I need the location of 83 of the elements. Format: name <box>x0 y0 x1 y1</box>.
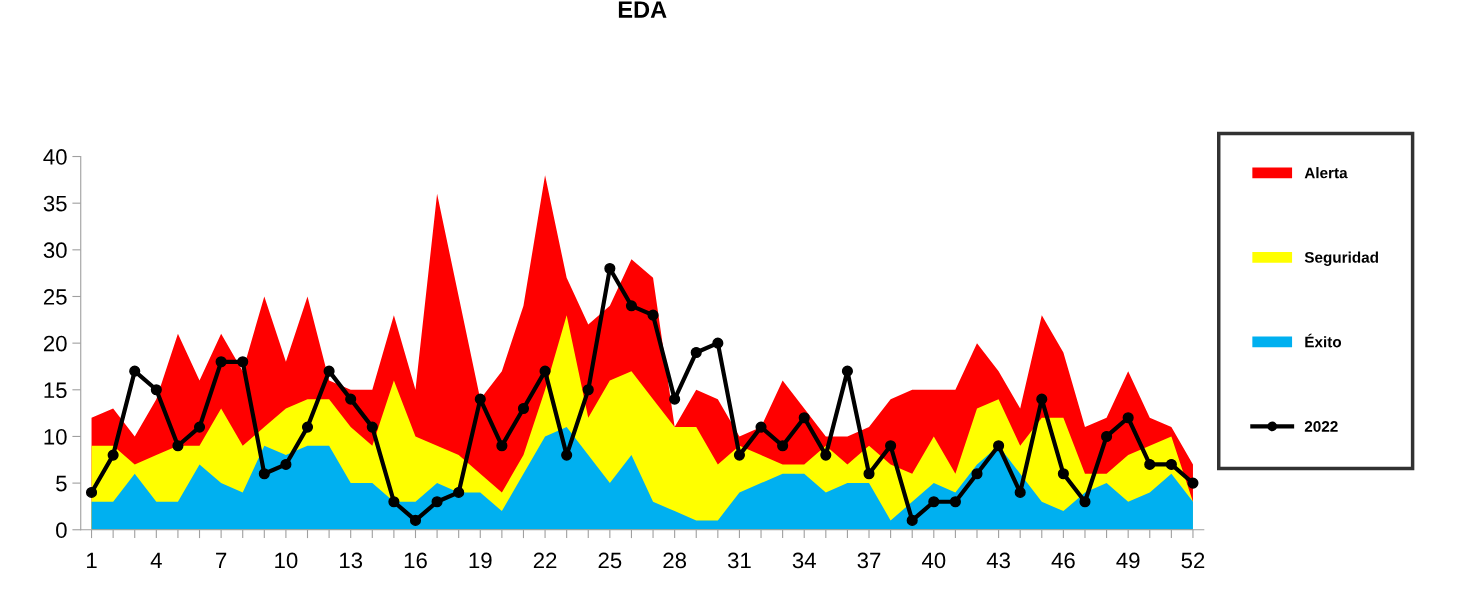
point <box>561 449 573 461</box>
point <box>453 486 465 498</box>
x-tick-label: 10 <box>275 552 298 569</box>
x-tick-label: 28 <box>663 552 687 569</box>
point <box>215 356 227 368</box>
point <box>1165 458 1177 470</box>
point <box>474 393 486 405</box>
point <box>345 393 357 405</box>
point <box>1122 412 1134 424</box>
point <box>366 421 378 433</box>
y-tick-label: 20 <box>43 335 67 352</box>
x-tick-label: 4 <box>150 552 162 569</box>
point <box>885 440 897 452</box>
point <box>690 346 702 359</box>
point <box>1101 430 1113 443</box>
point <box>949 496 961 508</box>
x-tick-label: 40 <box>921 552 946 569</box>
point <box>1187 477 1199 489</box>
point <box>496 440 508 452</box>
y-tick-label: 15 <box>44 382 67 399</box>
point <box>539 365 551 377</box>
y-tick-label: 5 <box>56 475 67 492</box>
legend-label: Éxito <box>1305 333 1342 348</box>
x-tick-label: 34 <box>792 552 816 569</box>
point <box>712 337 724 349</box>
point <box>107 449 119 461</box>
point <box>172 440 184 452</box>
x-tick-label: 16 <box>404 552 427 569</box>
point <box>280 458 292 470</box>
x-tick-label: 1 <box>87 552 97 569</box>
point <box>409 514 422 526</box>
x-tick-label: 13 <box>340 552 363 569</box>
point <box>993 440 1005 452</box>
point <box>85 486 98 498</box>
point <box>971 468 983 480</box>
legend-label: Alerta <box>1304 167 1348 179</box>
x-tick-label: 7 <box>216 552 227 569</box>
x-tick-label: 46 <box>1051 552 1075 569</box>
point <box>755 421 767 433</box>
point <box>517 402 530 415</box>
x-tick-label: 19 <box>469 552 492 569</box>
point <box>388 496 400 508</box>
point <box>669 393 681 405</box>
point <box>1036 393 1048 405</box>
point <box>604 262 616 275</box>
point <box>647 309 659 321</box>
point <box>1057 468 1069 480</box>
y-tick-label: 10 <box>44 428 67 445</box>
point <box>237 356 249 368</box>
legend-label: Seguridad <box>1304 251 1378 266</box>
point <box>129 365 141 377</box>
point <box>820 449 832 461</box>
y-tick-label: 35 <box>43 195 67 212</box>
x-tick-label: 49 <box>1116 552 1140 569</box>
y-tick-label: 0 <box>56 522 67 539</box>
point <box>798 412 810 424</box>
x-tick-label: 37 <box>857 552 881 569</box>
x-tick-label: 22 <box>533 552 557 569</box>
point <box>1079 496 1091 508</box>
y-tick-label: 25 <box>43 289 67 305</box>
y-tick-label: 40 <box>43 149 67 165</box>
chart-title: EDA <box>618 1 667 18</box>
point <box>431 496 443 508</box>
point <box>258 468 270 480</box>
point <box>193 421 206 433</box>
point <box>863 468 875 480</box>
point <box>1144 458 1156 470</box>
x-tick-label: 52 <box>1181 552 1205 569</box>
point <box>928 496 940 508</box>
point <box>301 421 314 433</box>
point <box>777 440 789 452</box>
x-tick-label: 43 <box>986 552 1010 569</box>
point <box>150 384 162 396</box>
y-tick-label: 30 <box>43 242 67 259</box>
x-tick-label: 31 <box>727 552 751 569</box>
point <box>906 514 918 526</box>
point <box>841 365 853 377</box>
point <box>323 365 335 377</box>
legend-label: 2022 <box>1304 421 1338 432</box>
x-tick-label: 25 <box>598 552 622 569</box>
point <box>582 384 594 396</box>
point <box>625 300 638 312</box>
point <box>733 449 745 461</box>
